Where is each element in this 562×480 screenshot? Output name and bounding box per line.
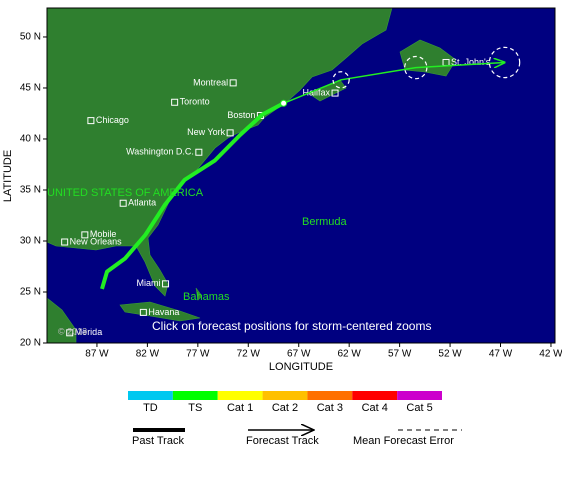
category-swatch [352,391,398,400]
current-position [280,99,288,107]
legend-forecast: Forecast Track [246,435,319,447]
category-label: Cat 1 [227,402,253,414]
city-label: Washington D.C. [126,147,194,157]
city-marker [119,199,127,207]
y-tick-label: 30 N [20,236,41,247]
city-label: Chicago [96,115,129,125]
y-axis-label: LATITUDE [2,150,14,202]
x-tick-label: 77 W [186,349,210,360]
y-tick-label: 20 N [20,338,41,349]
city-marker [139,308,147,316]
city-label: Atlanta [128,198,156,208]
city-marker [162,280,170,288]
y-tick-label: 25 N [20,287,41,298]
category-swatch [307,391,353,400]
city-label: Toronto [180,97,210,107]
city-label: St. John's [451,57,491,67]
category-label: Cat 2 [272,402,298,414]
x-axis-label: LONGITUDE [269,361,333,373]
x-tick-label: 67 W [287,349,311,360]
city-label: New Orleans [70,236,123,246]
city-marker [226,129,234,137]
category-label: TD [143,402,158,414]
x-tick-label: 62 W [338,349,362,360]
city-label: Havana [148,307,179,317]
y-tick-label: 50 N [20,32,41,43]
y-tick-label: 40 N [20,134,41,145]
category-label: Cat 4 [362,402,388,414]
legend-past: Past Track [132,435,184,447]
city-marker [229,79,237,87]
legend-error: Mean Forecast Error [353,435,454,447]
forecast-track [283,62,505,104]
region-label: UNITED STATES OF AMERICA [47,187,204,199]
city-label: Merida [75,327,103,337]
city-label: Mobile [90,229,117,239]
region-label: Bermuda [302,216,348,228]
category-label: Cat 5 [406,402,432,414]
past-track [100,101,285,290]
city-marker [195,148,203,156]
x-tick-label: 42 W [539,349,562,360]
region-label: Bahamas [183,291,230,303]
forecast-error[interactable] [488,46,521,79]
category-label: Cat 3 [317,402,343,414]
x-tick-label: 57 W [388,349,412,360]
copyright: © 2013 [58,326,87,336]
forecast-error[interactable] [404,55,428,80]
city-label: Halifax [303,87,331,97]
category-swatch [397,391,442,400]
category-swatch [262,391,308,400]
city-marker [66,329,74,337]
y-tick-label: 45 N [20,83,41,94]
x-tick-label: 87 W [85,349,109,360]
x-tick-label: 72 W [237,349,261,360]
annotation: Click on forecast positions for storm-ce… [152,319,431,333]
y-tick-label: 35 N [20,185,41,196]
city-label: Montreal [193,77,228,87]
city-marker [81,231,89,239]
x-tick-label: 52 W [438,349,462,360]
city-marker [331,89,339,97]
category-label: TS [188,402,202,414]
category-swatch [128,391,173,400]
category-swatch [217,391,263,400]
city-marker [87,117,95,125]
plot-frame [46,7,556,344]
city-label: Boston [227,110,255,120]
land [47,8,457,343]
forecast-error[interactable] [332,71,350,89]
city-label: Miami [137,278,161,288]
city-label: New York [187,127,226,137]
category-swatch [172,391,218,400]
x-tick-label: 47 W [489,349,513,360]
x-tick-label: 82 W [136,349,160,360]
city-marker [171,98,179,106]
city-marker [61,238,69,246]
